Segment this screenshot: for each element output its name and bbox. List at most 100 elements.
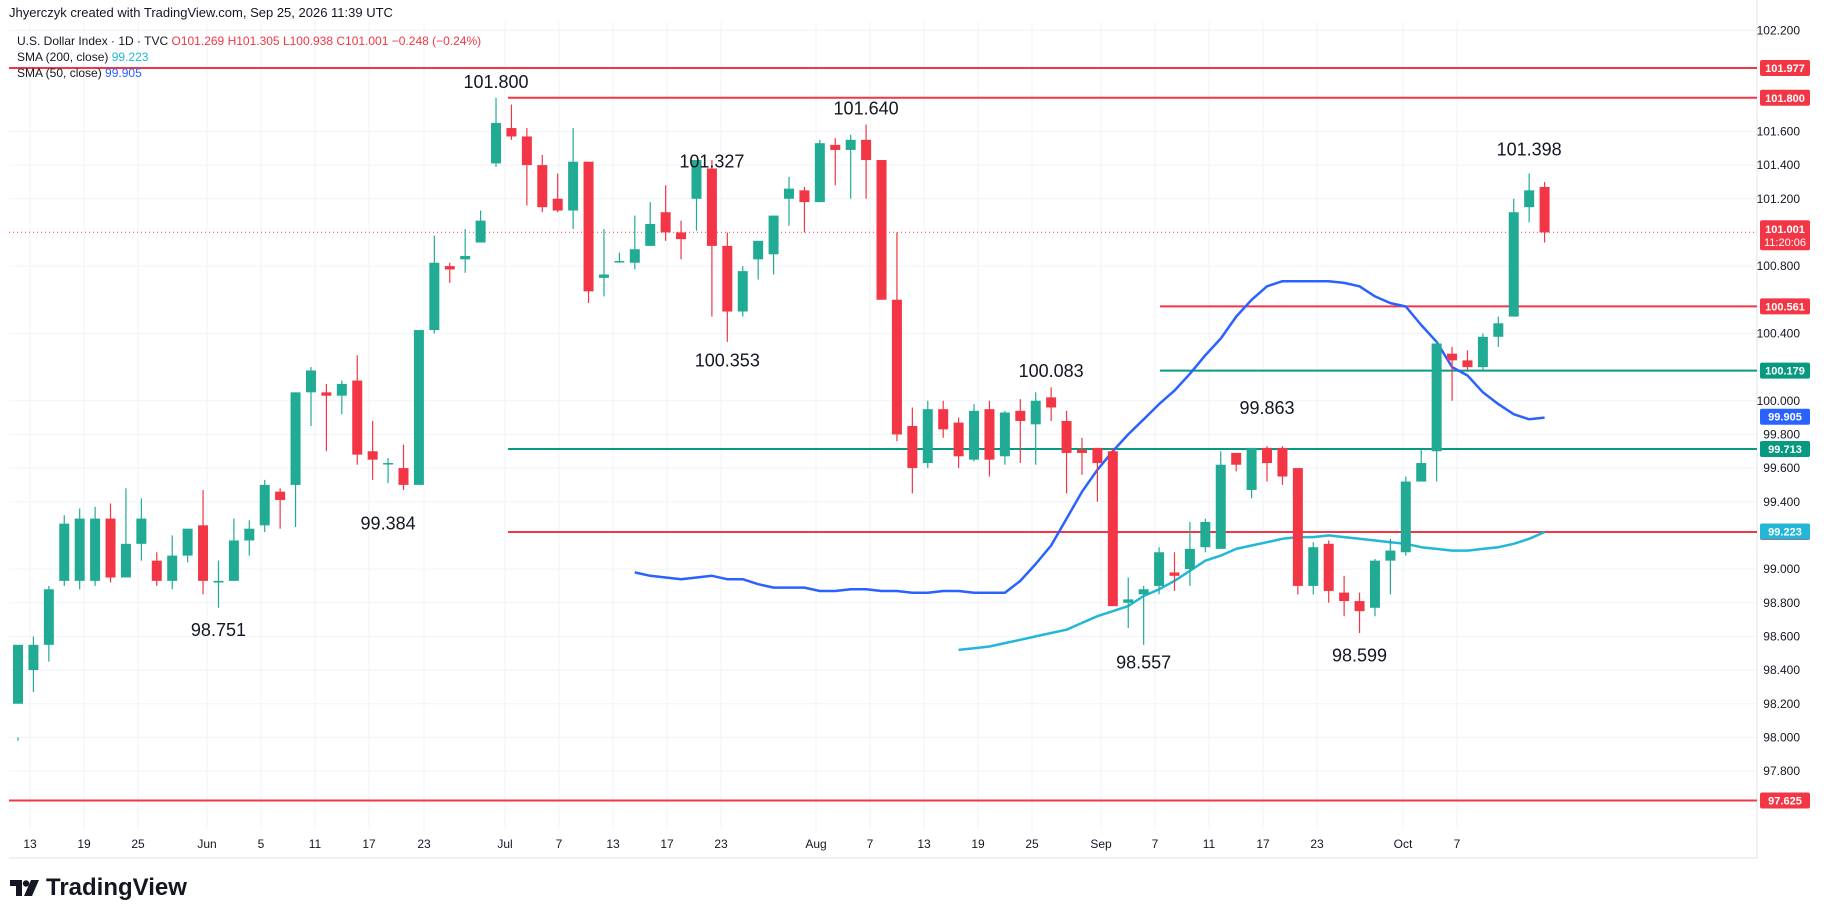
candle-up <box>814 139 825 203</box>
ohlc-change: −0.248 (−0.24%) <box>391 34 482 48</box>
candle-body <box>953 422 964 457</box>
candle-body <box>1138 589 1149 595</box>
badge-bg <box>1760 298 1810 315</box>
candle-up <box>413 330 424 485</box>
candle-down <box>151 552 162 586</box>
candle-body <box>167 555 178 581</box>
candle-body <box>568 161 579 211</box>
x-tick-label: 13 <box>23 837 37 851</box>
sma50-legend[interactable]: SMA (50, close) 99.905 <box>17 65 142 81</box>
candle-body <box>1262 447 1273 464</box>
x-tick-label: 7 <box>1454 837 1461 851</box>
candle-down <box>799 186 810 233</box>
candle-up <box>1123 577 1134 628</box>
candle-down <box>1277 446 1288 485</box>
x-tick-label: 19 <box>77 837 91 851</box>
y-tick-label: 98.000 <box>1763 730 1800 744</box>
candle-down <box>537 154 548 213</box>
candle-up <box>753 240 764 280</box>
candle-body <box>1184 548 1195 570</box>
x-tick-label: 13 <box>606 837 620 851</box>
badge-bg <box>1760 362 1810 379</box>
candle-body <box>876 160 887 300</box>
y-tick-label: 99.000 <box>1763 562 1800 576</box>
candle-body <box>352 380 363 455</box>
candle-up <box>136 498 147 561</box>
candle-up <box>259 479 270 533</box>
candle-body <box>1277 447 1288 477</box>
price-annotation: 98.557 <box>1116 653 1171 673</box>
candle-body <box>614 261 625 263</box>
candle-body <box>1076 449 1087 453</box>
candles <box>13 97 1550 741</box>
candle-body <box>691 160 702 199</box>
badge-bg <box>1760 441 1810 458</box>
level-price-badge: 100.561 <box>1760 298 1810 315</box>
badge-label: 100.179 <box>1765 366 1805 378</box>
candle-body <box>907 426 918 469</box>
tradingview-brand[interactable]: TradingView <box>10 874 187 902</box>
x-tick-label: Jun <box>197 837 216 851</box>
bar-countdown-label: 11:20:06 <box>1764 237 1806 249</box>
price-annotation: 98.599 <box>1332 646 1387 666</box>
x-tick-label: 23 <box>1310 837 1324 851</box>
candle-down <box>907 407 918 494</box>
symbol-legend[interactable]: U.S. Dollar Index · 1D · TVC O101.269 H1… <box>17 33 481 49</box>
candle-body <box>845 139 856 150</box>
candle-body <box>336 383 347 396</box>
grid <box>9 22 1757 830</box>
candle-body <box>1061 420 1072 453</box>
candle-up <box>59 515 70 586</box>
candle-body <box>1231 452 1242 465</box>
candle-body <box>552 198 563 211</box>
candle-body <box>28 644 39 671</box>
candle-up <box>614 252 625 263</box>
candle-up <box>691 160 702 231</box>
x-tick-label: 25 <box>1025 837 1039 851</box>
candle-down <box>1539 181 1550 243</box>
y-tick-label: 101.600 <box>1757 124 1801 138</box>
candle-body <box>969 410 980 460</box>
level-price-badge: 97.625 <box>1760 792 1810 809</box>
candle-up <box>598 229 609 297</box>
candle-body <box>13 644 23 704</box>
candle-body <box>244 528 255 541</box>
candle-body <box>521 136 532 166</box>
x-tick-label: 19 <box>971 837 985 851</box>
candle-body <box>1416 463 1427 482</box>
price-annotation: 101.800 <box>463 72 528 92</box>
candle-up <box>784 176 794 226</box>
x-tick-label: 7 <box>556 837 563 851</box>
sma50-value: 99.905 <box>105 66 142 80</box>
price-annotation: 101.327 <box>679 151 744 171</box>
candle-body <box>1046 397 1057 408</box>
candle-up <box>922 400 933 469</box>
candle-body <box>722 245 733 312</box>
badge-label: 100.561 <box>1765 301 1805 313</box>
candle-up <box>120 488 131 578</box>
x-tick-label: Sep <box>1090 837 1112 851</box>
candle-up <box>737 266 748 317</box>
candle-body <box>753 240 764 260</box>
sma50-line <box>634 279 1545 594</box>
candle-up <box>1385 538 1396 595</box>
badge-bg <box>1760 89 1810 106</box>
candle-up <box>1138 585 1149 645</box>
candle-up <box>1508 198 1519 317</box>
candle-up <box>1477 333 1488 371</box>
candle-up <box>768 215 779 275</box>
y-tick-label: 102.200 <box>1757 23 1801 37</box>
candle-up <box>1030 392 1041 465</box>
candle-down <box>660 185 671 241</box>
ohlc-open: O101.269 <box>171 34 225 48</box>
candle-body <box>182 528 193 556</box>
candle-up <box>1431 340 1442 482</box>
x-tick-label: 5 <box>258 837 265 851</box>
sma200-legend[interactable]: SMA (200, close) 99.223 <box>17 49 148 65</box>
candle-body <box>491 123 502 164</box>
candle-up <box>1200 518 1211 553</box>
candle-up <box>167 535 178 590</box>
candle-body <box>737 271 748 312</box>
